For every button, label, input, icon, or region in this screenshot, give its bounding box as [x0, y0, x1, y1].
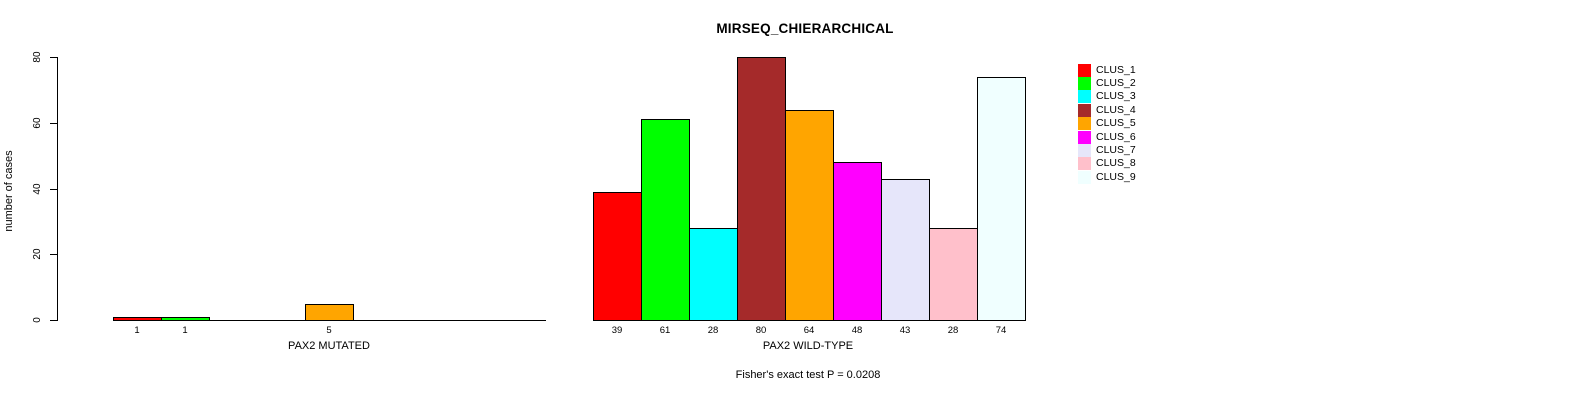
bar-clus_9: [977, 77, 1026, 321]
bar-value-label: 5: [326, 325, 332, 336]
y-axis-tick: [50, 122, 57, 124]
legend-swatch: [1078, 76, 1091, 90]
y-axis-tick-label: 40: [32, 182, 43, 195]
bar-value-label: 74: [995, 325, 1007, 336]
y-axis-tick: [50, 254, 57, 256]
legend-label: CLUS_6: [1096, 130, 1136, 143]
legend-swatch: [1078, 143, 1091, 157]
legend-label: CLUS_2: [1096, 76, 1136, 89]
legend-label: CLUS_1: [1096, 63, 1136, 76]
legend-swatch: [1078, 157, 1091, 171]
legend-label: CLUS_5: [1096, 117, 1136, 130]
bar-clus_2: [641, 119, 690, 321]
y-axis-tick: [50, 57, 57, 58]
bar-clus_6: [833, 162, 882, 321]
x-axis-label-wildtype: PAX2 WILD-TYPE: [762, 340, 854, 352]
bar-value-label: 28: [947, 325, 959, 336]
bar-value-label: 1: [134, 325, 140, 336]
bar-value-label: 48: [851, 325, 863, 336]
bar-value-label: 1: [182, 325, 188, 336]
legend-swatch: [1078, 63, 1091, 77]
y-axis-tick-label: 60: [32, 117, 43, 129]
bar-value-label: 39: [611, 325, 623, 336]
legend-label: CLUS_8: [1096, 157, 1136, 170]
legend-label: CLUS_3: [1096, 90, 1136, 103]
bar-value-label: 28: [707, 325, 719, 336]
bar-clus_5: [785, 110, 834, 321]
y-axis-label: number of cases: [3, 150, 15, 232]
bar-clus_4: [737, 57, 786, 321]
y-axis-tick: [50, 188, 57, 190]
chart-title: MIRSEQ_CHIERARCHICAL: [716, 21, 894, 36]
bar-clus_5: [305, 304, 354, 321]
bar-clus_1: [593, 192, 642, 321]
bar-value-label: 61: [659, 325, 671, 336]
y-axis-tick: [50, 320, 57, 321]
y-axis-line: [57, 57, 58, 321]
bar-clus_8: [929, 228, 978, 321]
bar-value-label: 64: [803, 325, 815, 336]
bar-clus_3: [689, 228, 738, 321]
bar-clus_7: [881, 179, 930, 321]
legend-label: CLUS_9: [1096, 170, 1136, 183]
legend-swatch: [1078, 170, 1091, 184]
bar-value-label: 43: [899, 325, 911, 336]
legend-swatch: [1078, 90, 1091, 104]
x-axis-label-mutated: PAX2 MUTATED: [288, 340, 370, 352]
legend-swatch: [1078, 103, 1091, 117]
y-axis-tick-label: 0: [32, 317, 43, 323]
legend-label: CLUS_7: [1096, 143, 1136, 156]
y-axis-tick-label: 80: [32, 51, 43, 63]
bar-value-label: 80: [755, 325, 767, 336]
legend-label: CLUS_4: [1096, 103, 1136, 116]
legend-swatch: [1078, 130, 1091, 144]
bar-clus_1: [113, 317, 162, 321]
y-axis-tick-label: 20: [32, 248, 43, 260]
fisher-test-note: Fisher's exact test P = 0.0208: [735, 369, 881, 381]
legend-swatch: [1078, 117, 1091, 131]
bar-clus_2: [161, 317, 210, 321]
